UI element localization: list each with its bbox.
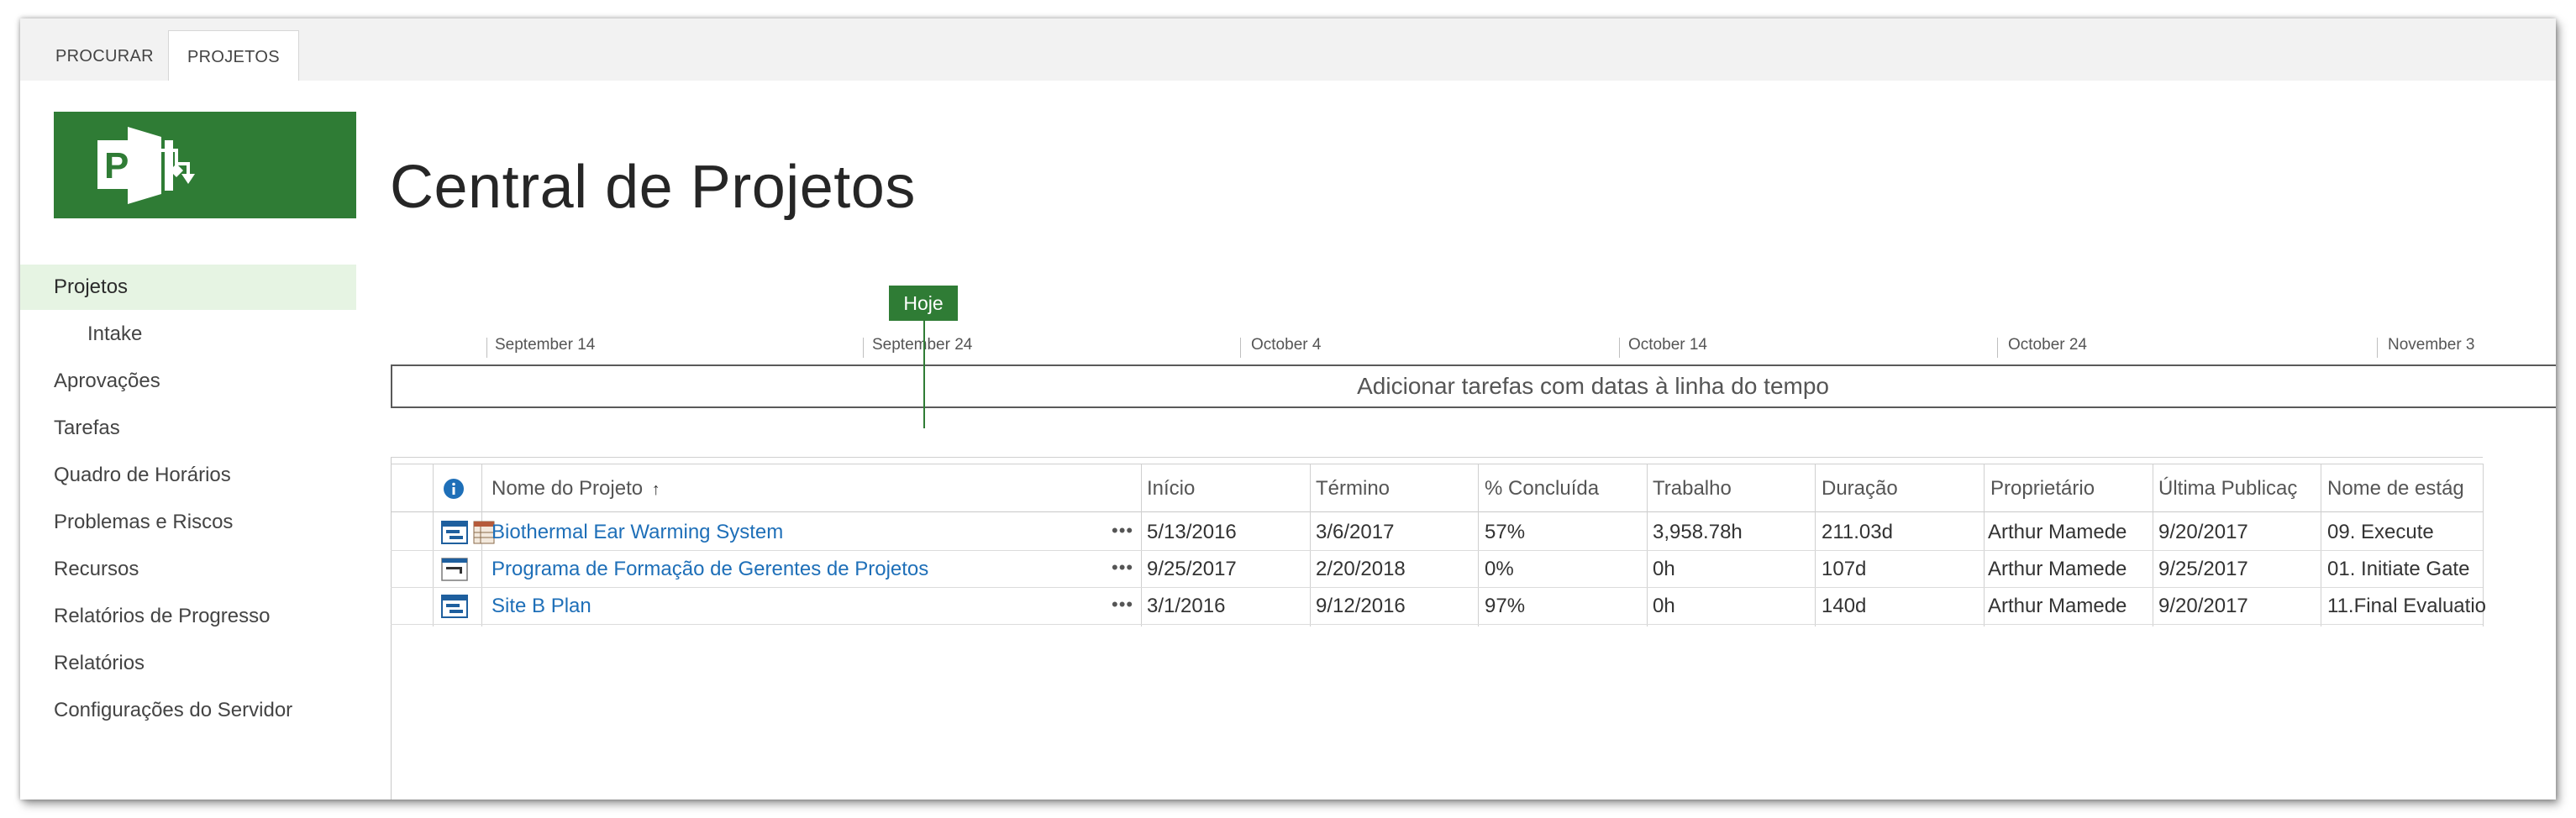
project-name-link[interactable]: Programa de Formação de Gerentes de Proj…: [492, 558, 929, 580]
timeline-tick: [2377, 338, 2378, 358]
column-divider: [1310, 464, 1311, 627]
cell-proprietario: Arthur Mamede: [1988, 558, 2127, 580]
more-options-icon[interactable]: •••: [1112, 557, 1134, 578]
column-divider: [1141, 464, 1142, 627]
column-divider: [1984, 464, 1985, 627]
more-options-icon[interactable]: •••: [1112, 594, 1134, 615]
timeline-empty-message: Adicionar tarefas com datas à linha do t…: [1357, 373, 1829, 399]
timeline-tick: [863, 338, 864, 358]
project-grid: [391, 457, 2556, 800]
cell-pct-concluida: 97%: [1485, 595, 1526, 617]
column-divider: [2483, 464, 2484, 627]
timeline-date-label: October 14: [1628, 336, 1707, 354]
cell-proprietario: Arthur Mamede: [1988, 521, 2127, 543]
column-header-proprietario[interactable]: Proprietário: [1990, 477, 2095, 500]
column-divider: [1647, 464, 1648, 627]
timeline-bar[interactable]: Adicionar tarefas com datas à linha do t…: [391, 364, 2556, 408]
nav-item-quadro-de-horarios[interactable]: Quadro de Horários: [54, 464, 231, 486]
nav-item-aprovacoes[interactable]: Aprovações: [54, 370, 160, 392]
app-window: PROCURAR PROJETOS P Projetos Intake Apro…: [20, 18, 2556, 800]
cell-duracao: 140d: [1822, 595, 1867, 617]
grid-divider: [391, 457, 2483, 458]
column-header-pct-concluida[interactable]: % Concluída: [1485, 477, 1600, 500]
cell-termino: 2/20/2018: [1316, 558, 1406, 580]
cell-pct-concluida: 0%: [1485, 558, 1514, 580]
column-header-ultima-publicacao[interactable]: Última Publicaç: [2158, 477, 2298, 500]
cell-inicio: 5/13/2016: [1147, 521, 1237, 543]
nav-item-configuracoes-do-servidor[interactable]: Configurações do Servidor: [54, 699, 293, 721]
column-header-trabalho[interactable]: Trabalho: [1653, 477, 1732, 500]
tab-procurar[interactable]: PROCURAR: [55, 47, 154, 66]
column-header-nome-do-projeto[interactable]: Nome do Projeto ↑: [492, 464, 1038, 513]
project-icon: [441, 521, 468, 548]
cell-inicio: 9/25/2017: [1147, 558, 1237, 580]
cell-duracao: 211.03d: [1822, 521, 1893, 543]
column-header-inicio[interactable]: Início: [1147, 477, 1196, 500]
cell-termino: 9/12/2016: [1316, 595, 1406, 617]
nav-item-recursos[interactable]: Recursos: [54, 558, 139, 580]
column-header-duracao[interactable]: Duração: [1822, 477, 1898, 500]
cell-duracao: 107d: [1822, 558, 1867, 580]
cell-trabalho: 3,958.78h: [1653, 521, 1743, 543]
timeline-date-label: November 3: [2388, 336, 2475, 354]
table-row[interactable]: Biothermal Ear Warming System ••• 5/13/2…: [391, 514, 2483, 551]
column-divider: [433, 464, 434, 627]
nav-item-tarefas[interactable]: Tarefas: [54, 417, 120, 439]
column-divider: [1815, 464, 1816, 627]
nav-item-problemas-e-riscos[interactable]: Problemas e Riscos: [54, 511, 234, 533]
project-logo[interactable]: P: [54, 112, 356, 218]
cell-pct-concluida: 57%: [1485, 521, 1526, 543]
cell-nome-de-estagio: 01. Initiate Gate: [2327, 558, 2470, 580]
ribbon-bar: PROCURAR PROJETOS: [20, 18, 2556, 81]
nav-item-relatorios-de-progresso[interactable]: Relatórios de Progresso: [54, 605, 271, 627]
timeline-date-label: October 24: [2008, 336, 2087, 354]
cell-nome-de-estagio: 11.Final Evaluatio: [2327, 595, 2486, 617]
timeline-tick: [1997, 338, 1998, 358]
svg-text:P: P: [104, 145, 129, 186]
table-row[interactable]: Site B Plan ••• 3/1/2016 9/12/2016 97% 0…: [391, 588, 2486, 625]
project-logo-icon: P: [97, 127, 195, 204]
tab-projetos[interactable]: PROJETOS: [168, 30, 299, 81]
cell-ultima-publicacao: 9/20/2017: [2158, 521, 2248, 543]
column-header-nome-de-estagio[interactable]: Nome de estág: [2327, 477, 2464, 500]
today-line: [923, 321, 925, 428]
nav-item-relatorios[interactable]: Relatórios: [54, 652, 145, 674]
project-icon: [441, 595, 468, 622]
cell-termino: 3/6/2017: [1316, 521, 1395, 543]
cell-trabalho: 0h: [1653, 558, 1675, 580]
nav-item-projetos[interactable]: Projetos: [20, 265, 356, 310]
cell-proprietario: Arthur Mamede: [1988, 595, 2127, 617]
calendar-icon: [473, 521, 495, 548]
table-row[interactable]: Programa de Formação de Gerentes de Proj…: [391, 551, 2483, 588]
info-icon[interactable]: [443, 476, 465, 501]
cell-inicio: 3/1/2016: [1147, 595, 1226, 617]
timeline-date-label: September 24: [872, 336, 973, 354]
sort-ascending-icon: ↑: [651, 480, 660, 499]
timeline-tick: [1619, 338, 1620, 358]
cell-trabalho: 0h: [1653, 595, 1675, 617]
timeline-date-label: September 14: [495, 336, 596, 354]
grid-header-row: Nome do Projeto ↑ Início Término % Concl…: [391, 464, 2483, 512]
project-name-link[interactable]: Site B Plan: [492, 595, 591, 617]
timeline-tick: [1240, 338, 1241, 358]
column-divider: [481, 464, 482, 627]
cell-nome-de-estagio: 09. Execute: [2327, 521, 2434, 543]
cell-ultima-publicacao: 9/25/2017: [2158, 558, 2248, 580]
today-marker: Hoje: [889, 286, 958, 321]
nav-item-intake[interactable]: Intake: [87, 322, 143, 345]
page-title: Central de Projetos: [390, 154, 916, 221]
proposal-icon: [441, 558, 468, 585]
cell-ultima-publicacao: 9/20/2017: [2158, 595, 2248, 617]
more-options-icon[interactable]: •••: [1112, 520, 1134, 541]
column-header-termino[interactable]: Término: [1316, 477, 1391, 500]
timeline-tick: [486, 338, 487, 358]
timeline-date-label: October 4: [1251, 336, 1322, 354]
project-name-link[interactable]: Biothermal Ear Warming System: [492, 521, 784, 543]
column-divider: [1478, 464, 1479, 627]
column-header-label: Nome do Projeto: [492, 477, 644, 500]
